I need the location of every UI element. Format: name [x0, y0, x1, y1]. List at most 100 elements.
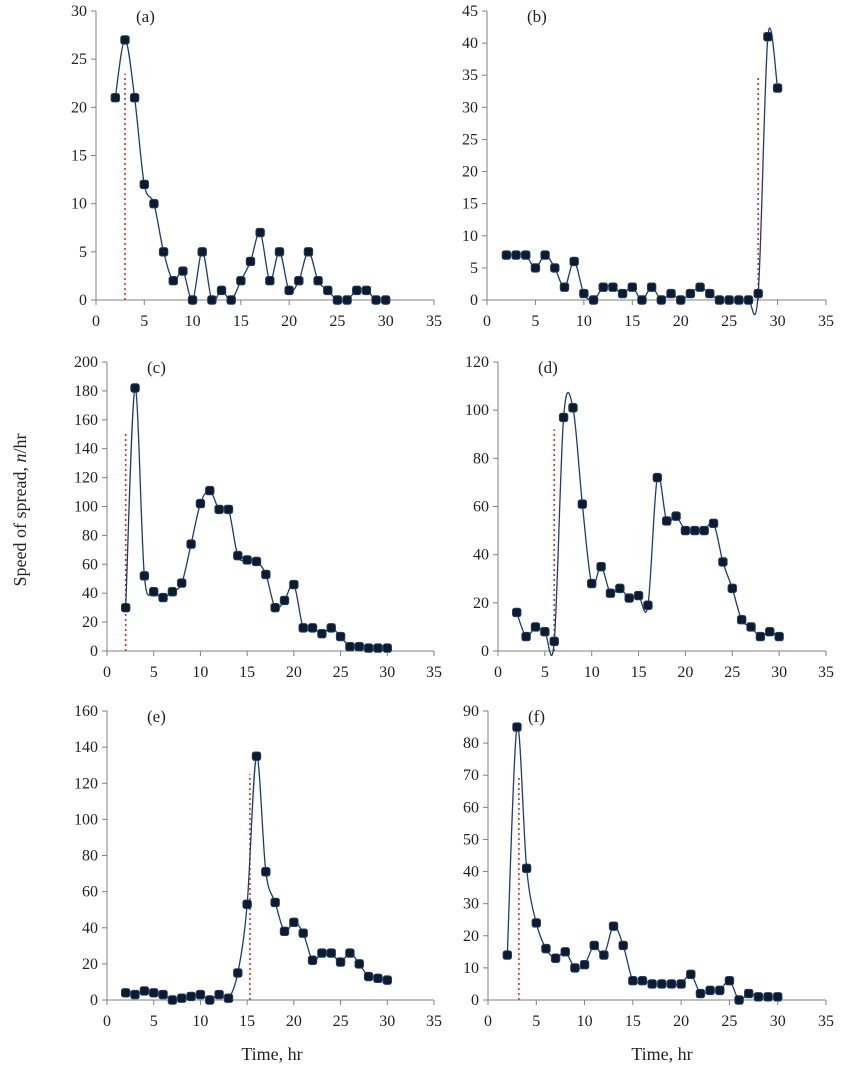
data-point: [608, 282, 618, 292]
data-point: [363, 643, 374, 653]
y-tick-label: 120: [74, 470, 98, 487]
data-point: [255, 227, 265, 238]
data-point: [382, 643, 392, 653]
y-tick-label: 20: [473, 595, 489, 612]
data-point: [755, 631, 766, 642]
y-tick-label: 40: [463, 864, 479, 881]
x-tick-label: 10: [185, 313, 201, 330]
data-point: [615, 583, 625, 594]
y-tick-label: 60: [463, 799, 479, 816]
x-tick-label: 30: [770, 313, 786, 330]
data-point: [120, 35, 130, 45]
data-point: [570, 963, 580, 973]
data-point: [313, 276, 323, 286]
data-point: [223, 504, 234, 515]
data-point: [120, 988, 131, 998]
data-point: [502, 950, 513, 960]
y-tick-label: 70: [463, 767, 479, 784]
x-tick-label: 30: [378, 313, 394, 330]
y-tick-label: 100: [74, 499, 98, 516]
data-point: [588, 295, 599, 305]
data-point: [512, 722, 522, 732]
data-point: [743, 295, 754, 305]
data-point: [763, 31, 773, 42]
x-axis-title-left: Time, hr: [241, 1044, 302, 1064]
data-point: [294, 276, 304, 286]
data-point: [207, 295, 217, 305]
x-axis-title-right: Time, hr: [631, 1044, 692, 1064]
y-tick-label: 25: [71, 51, 87, 68]
x-tick-label: 5: [140, 313, 148, 330]
x-tick-label: 10: [584, 664, 600, 681]
data-point: [298, 623, 308, 633]
data-point: [680, 525, 691, 536]
y-tick-label: 15: [71, 148, 87, 165]
data-point: [245, 256, 256, 267]
data-point: [744, 988, 754, 999]
x-tick-label: 20: [281, 313, 297, 330]
y-axis-title: Speed of spread, n/hr: [10, 434, 30, 587]
data-point: [666, 979, 677, 989]
chart-panel-6: 0 10 20 30 40 50 60 70 80 90 0 5 10 15 20 25 30 35 (f): [463, 703, 834, 1030]
data-point: [695, 282, 705, 292]
x-tick-label: 35: [426, 313, 442, 330]
data-point: [599, 950, 609, 960]
y-tick-label: 0: [481, 643, 489, 660]
data-point: [705, 985, 715, 996]
data-point: [530, 263, 541, 273]
y-tick-label: 45: [462, 3, 478, 20]
y-tick-label: 60: [473, 499, 489, 516]
data-point: [657, 979, 667, 989]
data-point: [647, 979, 657, 989]
data-point: [158, 592, 168, 603]
y-tick-label: 40: [82, 920, 98, 937]
data-point: [251, 556, 262, 567]
data-point: [274, 247, 285, 257]
data-point: [530, 622, 541, 632]
x-tick-label: 30: [771, 664, 787, 681]
data-point: [130, 383, 140, 393]
x-tick-label: 35: [818, 313, 834, 330]
y-tick-label: 0: [90, 643, 98, 660]
y-tick-label: 80: [82, 527, 98, 544]
data-point: [605, 588, 616, 598]
data-point: [656, 295, 667, 305]
data-point: [685, 288, 696, 299]
data-point: [270, 602, 280, 613]
panel-label: (c): [147, 358, 166, 377]
y-tick-label: 20: [462, 164, 478, 181]
y-tick-label: 140: [74, 441, 98, 458]
data-point: [345, 948, 355, 958]
x-tick-label: 5: [541, 664, 549, 681]
y-axis-title-italic: n: [10, 454, 30, 463]
data-point: [686, 969, 696, 980]
data-point: [233, 550, 243, 561]
data-point: [579, 288, 589, 299]
x-tick-label: 15: [239, 664, 255, 681]
data-point: [298, 928, 308, 938]
data-point: [695, 988, 706, 999]
data-point: [559, 282, 570, 292]
data-point: [335, 957, 346, 967]
data-point: [326, 948, 336, 958]
data-point: [531, 918, 541, 928]
x-tick-label: 10: [576, 313, 592, 330]
data-point: [699, 525, 709, 536]
data-point: [307, 955, 318, 965]
data-point: [617, 288, 628, 299]
y-tick-label: 180: [74, 383, 98, 400]
data-point: [317, 628, 327, 639]
data-point: [345, 641, 355, 652]
chart-panel-2: 0 5 10 15 20 25 30 35 40 45 0 5 10 15 20 25 30 35 (b): [462, 3, 834, 330]
y-tick-label: 200: [74, 354, 98, 371]
data-point: [284, 285, 294, 296]
x-tick-label: 15: [631, 664, 647, 681]
data-point: [541, 943, 551, 954]
data-point: [167, 995, 178, 1005]
panel-label: (e): [147, 707, 166, 726]
y-tick-label: 160: [74, 703, 98, 720]
data-point: [549, 636, 559, 647]
data-point: [727, 583, 737, 594]
data-point: [598, 282, 608, 292]
data-point: [589, 940, 599, 951]
